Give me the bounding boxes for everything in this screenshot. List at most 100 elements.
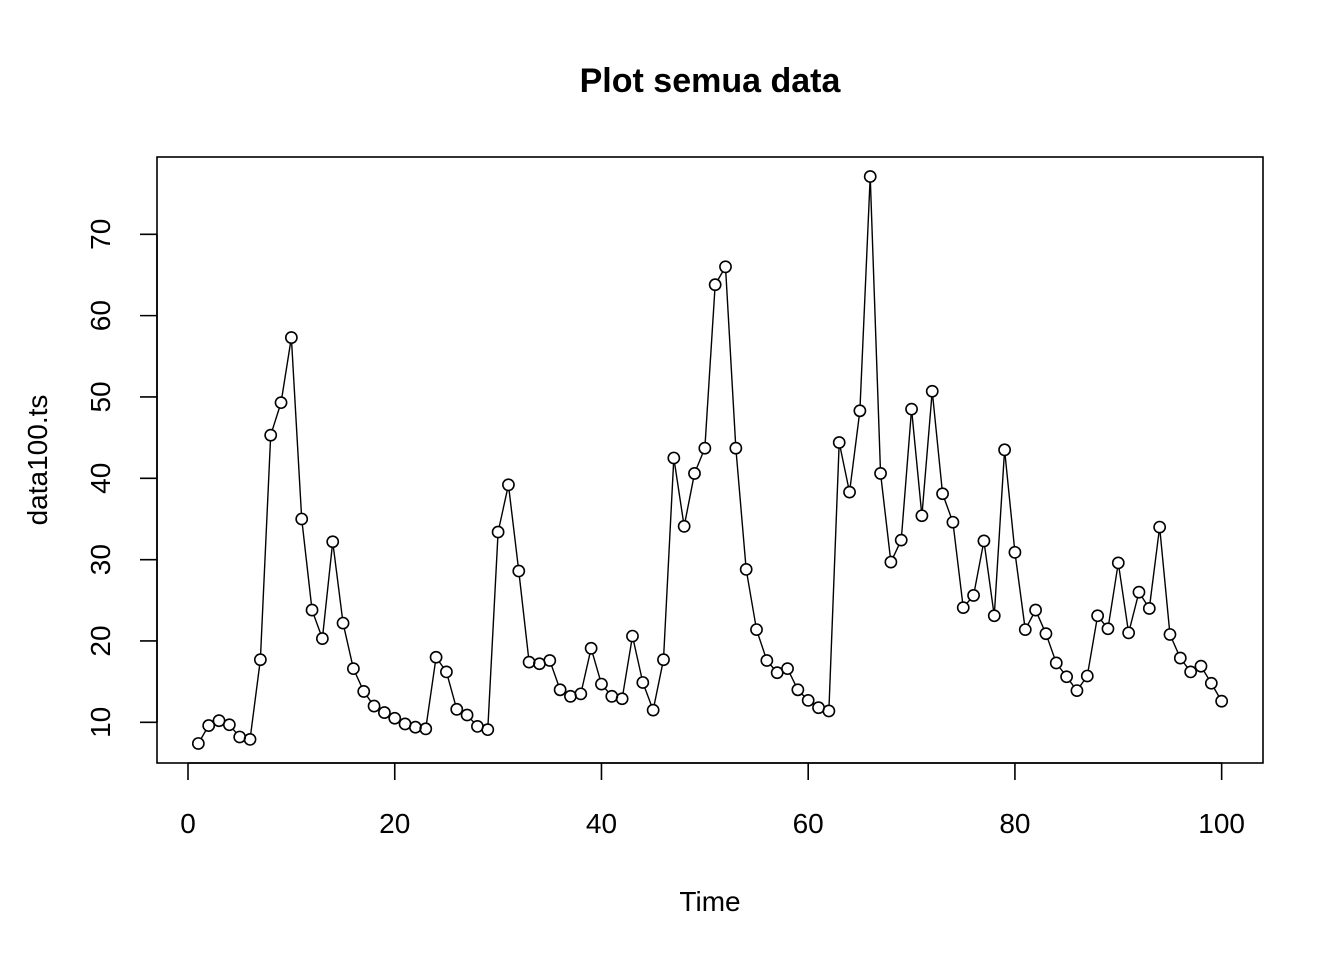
x-tick-label: 80 [999,808,1030,839]
series-segment [943,499,952,517]
y-tick-label: 20 [85,625,116,656]
data-point [698,441,712,455]
data-point [1070,684,1084,698]
data-point [326,535,340,549]
y-tick-label: 60 [85,300,116,331]
data-point [419,722,433,736]
chart-title: Plot semua data [580,62,842,100]
y-tick-label: 40 [85,463,116,494]
data-point [1091,609,1105,623]
y-tick-label: 10 [85,707,116,738]
series-segment [869,182,882,468]
y-tick-label: 70 [85,219,116,250]
series-segment [447,677,456,704]
data-point [822,704,836,718]
data-point [750,623,763,636]
data-point [429,650,443,664]
data-point [853,404,867,418]
data-point [781,662,794,676]
data-point [502,478,515,492]
data-point [1049,656,1063,670]
data-point [284,331,298,344]
data-point [667,451,681,465]
data-point [812,701,825,715]
series-segment [1129,597,1139,628]
data-point [1153,520,1167,534]
data-point [708,278,722,292]
series-segment [746,575,757,624]
series-segment [518,576,530,657]
series-segment [717,271,724,280]
series-segment [200,730,207,739]
series-segment [232,728,237,733]
data-point [1122,626,1136,640]
series-segment [725,272,737,443]
data-point [1111,556,1125,570]
data-point [346,662,360,676]
series-segment [828,448,840,705]
series-segment [921,397,933,510]
data-point [894,533,908,547]
data-point [946,515,960,529]
data-point [253,653,267,667]
data-point [1132,585,1146,599]
data-point [987,609,1001,623]
data-point [791,683,805,697]
series-segment [801,693,805,697]
series-segment [604,688,609,693]
series-segment [470,718,474,723]
series-segment [735,454,747,564]
series-segment [1059,667,1064,673]
data-point [336,616,350,630]
series-segment [1037,615,1045,629]
series-segment [757,635,766,656]
series-segment [1108,568,1119,623]
series-segment [1027,615,1034,625]
series-segment [633,641,643,677]
series-segment [1100,620,1105,625]
data-point [915,509,929,523]
data-point [657,653,670,667]
data-point [191,737,205,750]
x-tick-label: 100 [1198,808,1245,839]
data-point [295,512,309,526]
data-point [1173,651,1187,665]
data-point [553,683,567,697]
data-point [367,699,381,713]
y-tick-label: 30 [85,544,116,575]
data-point [1163,628,1177,641]
data-point [1142,602,1156,615]
series-layer [191,170,1229,750]
series-segment [259,441,272,654]
series-segment [900,415,912,535]
x-tick-label: 60 [793,808,824,839]
plot-frame [156,156,1264,764]
data-point [1080,669,1094,683]
data-point [233,730,247,744]
data-point [450,702,464,716]
data-point [1029,603,1042,617]
series-segment [438,661,444,668]
data-point [584,641,598,655]
data-point [543,654,557,667]
data-point [1215,694,1229,708]
data-point [388,711,402,725]
series-segment [1149,532,1160,603]
series-segment [911,415,923,510]
series-segment [281,343,292,397]
data-point [1184,665,1198,679]
data-point [274,396,288,410]
data-point [770,666,784,680]
data-point [440,665,453,679]
data-point [832,436,846,449]
series-segment [1047,639,1055,658]
series-segment [322,547,333,633]
data-point [801,693,815,707]
x-tick-label: 40 [586,808,617,839]
data-point [522,655,536,669]
series-segment [1159,533,1171,629]
data-point [1101,622,1115,636]
data-point [719,260,732,274]
data-point [1008,545,1022,559]
data-point [1194,659,1208,673]
